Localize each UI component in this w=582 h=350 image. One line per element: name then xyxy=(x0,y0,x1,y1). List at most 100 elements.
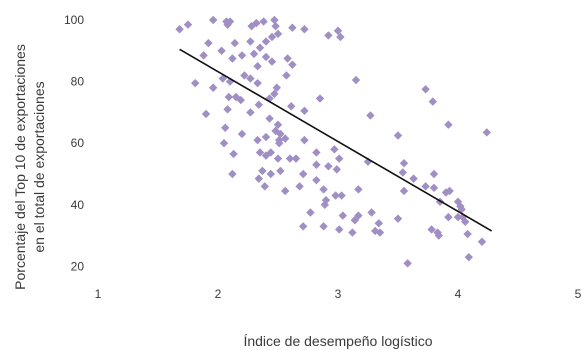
y-tick-label: 20 xyxy=(71,259,85,273)
data-point xyxy=(399,159,409,168)
data-point xyxy=(240,71,249,80)
data-point xyxy=(199,51,208,60)
data-point xyxy=(261,52,271,62)
data-point xyxy=(409,174,418,183)
data-point xyxy=(249,49,259,59)
data-point xyxy=(255,43,265,52)
data-point xyxy=(335,154,344,163)
data-point xyxy=(253,62,262,71)
data-point xyxy=(429,183,439,193)
plot-marks xyxy=(175,15,491,268)
data-point xyxy=(482,128,491,137)
data-point xyxy=(273,29,283,39)
data-point xyxy=(282,71,291,80)
data-point xyxy=(288,60,297,69)
data-point xyxy=(319,222,328,231)
data-point xyxy=(421,85,430,94)
data-point xyxy=(266,169,275,179)
data-point xyxy=(354,185,363,194)
data-point xyxy=(477,237,487,246)
data-point xyxy=(281,186,290,196)
x-tick-label: 3 xyxy=(335,287,342,301)
data-point xyxy=(351,75,361,85)
x-axis-ticks: 1 2 3 4 5 xyxy=(95,287,582,301)
data-point xyxy=(270,15,279,25)
data-point xyxy=(231,92,241,102)
data-point xyxy=(428,97,437,106)
data-point xyxy=(272,83,281,92)
data-point xyxy=(367,208,376,217)
data-point xyxy=(348,228,357,237)
data-point xyxy=(321,195,331,205)
data-point xyxy=(273,154,283,163)
data-point xyxy=(237,51,247,60)
data-point xyxy=(312,160,321,169)
x-axis-title: Índice de desempeño logístico xyxy=(243,333,432,349)
data-point xyxy=(253,78,262,88)
data-point xyxy=(312,175,321,185)
data-point xyxy=(267,57,277,66)
data-point xyxy=(261,132,271,142)
data-point xyxy=(259,17,268,26)
data-point xyxy=(338,211,347,220)
data-point xyxy=(324,31,333,40)
data-point xyxy=(270,89,279,99)
data-point xyxy=(275,139,284,148)
data-point xyxy=(219,139,229,148)
data-point xyxy=(253,135,262,145)
data-point xyxy=(225,17,235,26)
data-point xyxy=(191,78,200,88)
y-tick-label: 40 xyxy=(71,198,85,212)
data-point xyxy=(281,134,290,143)
data-point xyxy=(246,37,255,46)
data-point xyxy=(331,191,340,200)
data-point xyxy=(266,148,275,157)
data-point xyxy=(393,214,403,223)
data-point xyxy=(217,46,226,55)
data-point xyxy=(265,114,274,123)
y-tick-label: 100 xyxy=(64,13,84,27)
data-point xyxy=(271,21,280,31)
data-point xyxy=(236,95,245,105)
data-point xyxy=(288,23,297,32)
data-point xyxy=(444,212,453,222)
data-point xyxy=(201,109,211,119)
x-tick-label: 2 xyxy=(215,287,222,301)
data-point xyxy=(299,169,308,179)
data-point xyxy=(366,111,375,120)
data-point xyxy=(221,123,230,132)
data-point xyxy=(374,219,383,228)
data-point xyxy=(403,259,412,268)
data-point xyxy=(330,145,339,154)
data-point xyxy=(223,105,232,114)
data-point xyxy=(254,174,263,183)
data-point xyxy=(209,83,218,92)
data-point xyxy=(285,154,295,163)
data-point xyxy=(312,148,321,157)
data-point xyxy=(315,94,325,103)
data-point xyxy=(246,108,255,117)
data-point xyxy=(300,25,309,34)
data-point xyxy=(254,100,263,109)
x-tick-label: 5 xyxy=(575,287,582,301)
data-point xyxy=(332,165,341,174)
data-point xyxy=(224,92,233,102)
data-point xyxy=(399,186,409,196)
data-point xyxy=(434,231,443,240)
data-point xyxy=(333,26,343,35)
data-point xyxy=(255,148,265,157)
data-point xyxy=(300,106,309,116)
data-point xyxy=(258,166,267,176)
y-axis-title-line-1: Porcentaje del Top 10 de exportaciones xyxy=(12,44,28,290)
data-point xyxy=(295,182,304,191)
x-tick-label: 1 xyxy=(95,287,102,301)
data-point xyxy=(228,54,237,63)
data-point xyxy=(444,120,453,129)
data-point xyxy=(267,32,277,42)
data-point xyxy=(299,222,308,231)
data-point xyxy=(427,225,436,234)
data-point xyxy=(276,129,285,139)
data-point xyxy=(209,15,218,25)
data-point xyxy=(204,38,213,48)
